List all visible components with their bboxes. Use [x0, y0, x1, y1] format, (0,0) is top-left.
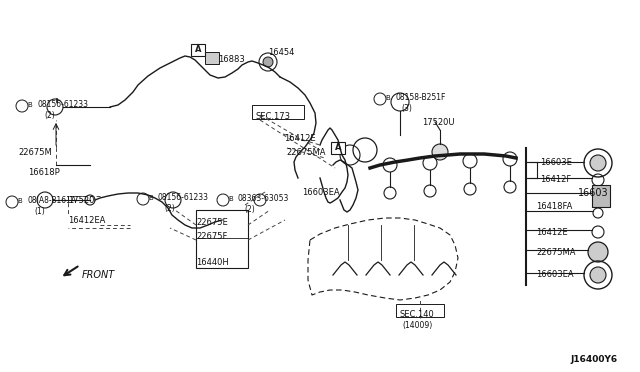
Text: 16454: 16454 — [268, 48, 294, 57]
Text: SEC.173: SEC.173 — [255, 112, 290, 121]
Text: 16603EA: 16603EA — [536, 270, 573, 279]
Text: B: B — [385, 95, 390, 101]
Text: (1): (1) — [34, 207, 45, 216]
Text: B: B — [148, 195, 153, 201]
Text: 08156-61233: 08156-61233 — [158, 193, 209, 202]
Text: 16412E: 16412E — [536, 228, 568, 237]
Text: J16400Y6: J16400Y6 — [570, 355, 617, 364]
Text: 17520: 17520 — [68, 196, 94, 205]
Text: 16618P: 16618P — [28, 168, 60, 177]
Text: 16883: 16883 — [218, 55, 244, 64]
Text: 08IA8-B161A: 08IA8-B161A — [28, 196, 77, 205]
Text: 16603: 16603 — [578, 188, 609, 198]
Text: 16603EA: 16603EA — [302, 188, 340, 197]
Text: 22675F: 22675F — [196, 232, 227, 241]
Text: B: B — [17, 198, 22, 204]
Text: 16418FA: 16418FA — [536, 202, 572, 211]
Circle shape — [432, 144, 448, 160]
Text: FRONT: FRONT — [82, 270, 115, 280]
Text: 08363-63053: 08363-63053 — [238, 194, 289, 203]
Text: 22675M: 22675M — [18, 148, 52, 157]
Text: A: A — [195, 45, 201, 55]
Circle shape — [590, 155, 606, 171]
Text: 16603E: 16603E — [540, 158, 572, 167]
Text: (2): (2) — [244, 205, 255, 214]
Text: A: A — [335, 144, 341, 153]
Bar — [592, 185, 610, 207]
Text: 16412EA: 16412EA — [68, 216, 106, 225]
Text: (2): (2) — [164, 204, 175, 213]
Text: 22675MA: 22675MA — [286, 148, 326, 157]
Text: B: B — [27, 102, 32, 108]
Text: (3): (3) — [401, 104, 412, 113]
Circle shape — [263, 57, 273, 67]
Bar — [331, 142, 345, 154]
Text: 22675E: 22675E — [196, 218, 228, 227]
Circle shape — [588, 242, 608, 262]
Text: (14009): (14009) — [402, 321, 432, 330]
Bar — [252, 105, 304, 119]
Text: SEC.140: SEC.140 — [400, 310, 435, 319]
Text: 17520U: 17520U — [422, 118, 454, 127]
Text: 16440H: 16440H — [196, 258, 228, 267]
Bar — [396, 304, 444, 317]
Text: 16412F: 16412F — [540, 175, 572, 184]
Bar — [191, 44, 205, 56]
Text: 16412E: 16412E — [284, 134, 316, 143]
Bar — [205, 52, 219, 64]
Text: 08156-61233: 08156-61233 — [38, 100, 89, 109]
Text: 22675MA: 22675MA — [536, 248, 575, 257]
Bar — [196, 210, 248, 268]
Text: 08158-B251F: 08158-B251F — [395, 93, 445, 102]
Text: B: B — [228, 196, 233, 202]
Circle shape — [590, 267, 606, 283]
Text: (2): (2) — [44, 111, 55, 120]
